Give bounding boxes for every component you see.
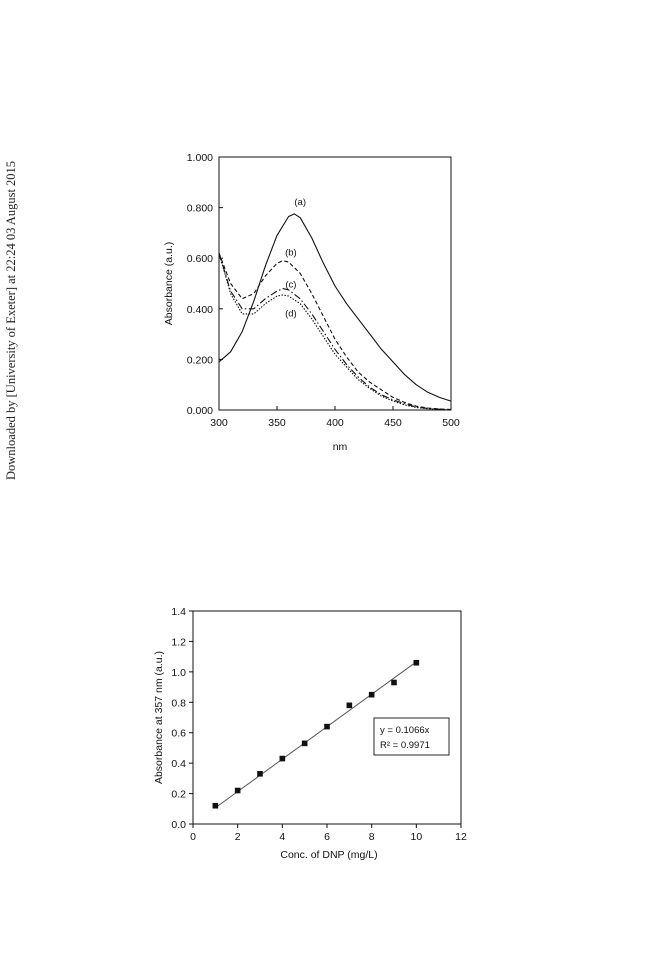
data-point bbox=[234, 787, 241, 794]
y-tick-label: 0.800 bbox=[187, 203, 213, 215]
x-tick-label: 400 bbox=[326, 417, 344, 429]
y-tick-label: 0.4 bbox=[171, 758, 186, 770]
x-tick-label: 4 bbox=[279, 831, 285, 843]
y-tick-label: 0.400 bbox=[187, 304, 213, 316]
y-tick-label: 0.000 bbox=[187, 405, 213, 417]
data-point bbox=[346, 702, 353, 709]
y-axis-label: Absorbance at 357 nm (a.u.) bbox=[153, 651, 165, 784]
curve-label: (a) bbox=[294, 197, 306, 208]
x-tick-label: 12 bbox=[455, 831, 467, 843]
y-tick-label: 0.200 bbox=[187, 354, 213, 366]
y-tick-label: 0.8 bbox=[171, 697, 186, 709]
trend-line bbox=[215, 661, 417, 809]
spectrum-line-c bbox=[218, 252, 452, 411]
x-tick-label: 300 bbox=[210, 417, 228, 429]
data-point bbox=[413, 659, 420, 666]
r-squared-text: R² = 0.9971 bbox=[380, 740, 430, 751]
x-tick-label: 10 bbox=[410, 831, 422, 843]
x-tick-label: 450 bbox=[384, 417, 402, 429]
x-tick-label: 0 bbox=[190, 831, 196, 843]
plot-frame bbox=[192, 610, 462, 825]
y-tick-label: 0.6 bbox=[171, 728, 186, 740]
data-point bbox=[301, 740, 308, 747]
y-tick-label: 1.4 bbox=[171, 606, 186, 618]
y-tick-label: 1.000 bbox=[187, 152, 213, 164]
x-axis-label: Conc. of DNP (mg/L) bbox=[280, 849, 377, 861]
y-tick-label: 0.0 bbox=[171, 819, 186, 831]
data-point bbox=[391, 679, 397, 686]
spectrum-line-d bbox=[218, 252, 452, 411]
y-tick-label: 0.600 bbox=[187, 253, 213, 265]
data-point bbox=[279, 755, 286, 762]
x-tick-label: 6 bbox=[324, 831, 330, 843]
curve-label: (b) bbox=[285, 248, 297, 259]
spectrum-line-b bbox=[218, 252, 452, 411]
x-tick-label: 350 bbox=[268, 417, 286, 429]
y-tick-label: 0.2 bbox=[171, 789, 186, 801]
y-tick-label: 1.2 bbox=[171, 636, 186, 648]
data-point bbox=[257, 770, 263, 777]
data-point bbox=[212, 802, 219, 809]
equation-box bbox=[373, 717, 450, 756]
x-tick-label: 8 bbox=[369, 831, 375, 843]
x-tick-label: 500 bbox=[442, 417, 460, 429]
y-axis-label: Absorbance (a.u.) bbox=[163, 242, 175, 325]
curve-label: (c) bbox=[285, 279, 296, 290]
equation-text: y = 0.1066x bbox=[380, 725, 430, 736]
x-axis-label: nm bbox=[333, 441, 348, 453]
spectrum-line-a bbox=[218, 213, 452, 402]
data-point bbox=[324, 723, 330, 730]
y-tick-label: 1.0 bbox=[171, 667, 186, 679]
curve-label: (d) bbox=[285, 308, 297, 319]
x-tick-label: 2 bbox=[235, 831, 241, 843]
data-point bbox=[368, 691, 375, 698]
